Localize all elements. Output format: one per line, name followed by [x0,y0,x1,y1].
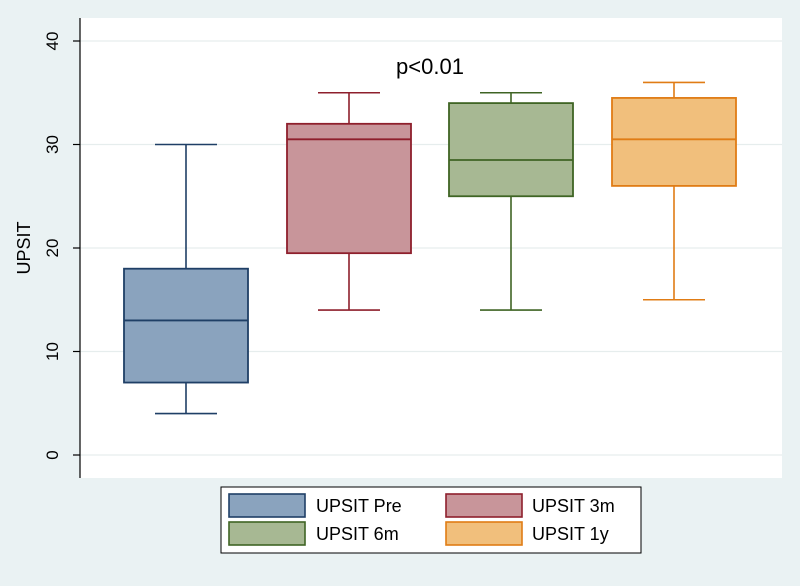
legend-swatch [228,493,306,518]
iqr-box [286,122,412,255]
y-tick-label: 20 [43,239,62,258]
boxes [123,81,737,415]
iqr-box [448,102,574,198]
legend-swatch [445,521,523,546]
box-upsit-6m [448,91,574,311]
box-upsit-pre [123,143,249,415]
y-axis-label: UPSIT [14,221,34,274]
box-upsit-3m [286,91,412,311]
legend-label: UPSIT Pre [316,496,402,516]
legend-label: UPSIT 6m [316,524,399,544]
legend-item-upsit-pre: UPSIT Pre [228,493,402,518]
legend: UPSIT Pre UPSIT 3m UPSIT 6m UPSIT 1y [220,486,642,554]
y-tick-label: 0 [43,450,62,459]
legend-item-upsit-1y: UPSIT 1y [445,521,609,546]
legend-label: UPSIT 3m [532,496,615,516]
y-tick-label: 10 [43,342,62,361]
y-tick-label: 30 [43,135,62,154]
legend-label: UPSIT 1y [532,524,609,544]
y-axis: 0 10 20 30 40 [43,18,81,478]
legend-item-upsit-6m: UPSIT 6m [228,521,399,546]
legend-swatch [445,493,523,518]
box-upsit-1y [611,81,737,301]
iqr-box [123,267,249,384]
iqr-box [611,97,737,187]
p-value-annotation: p<0.01 [396,54,464,79]
y-tick-label: 40 [43,32,62,51]
legend-swatch [228,521,306,546]
legend-item-upsit-3m: UPSIT 3m [445,493,615,518]
